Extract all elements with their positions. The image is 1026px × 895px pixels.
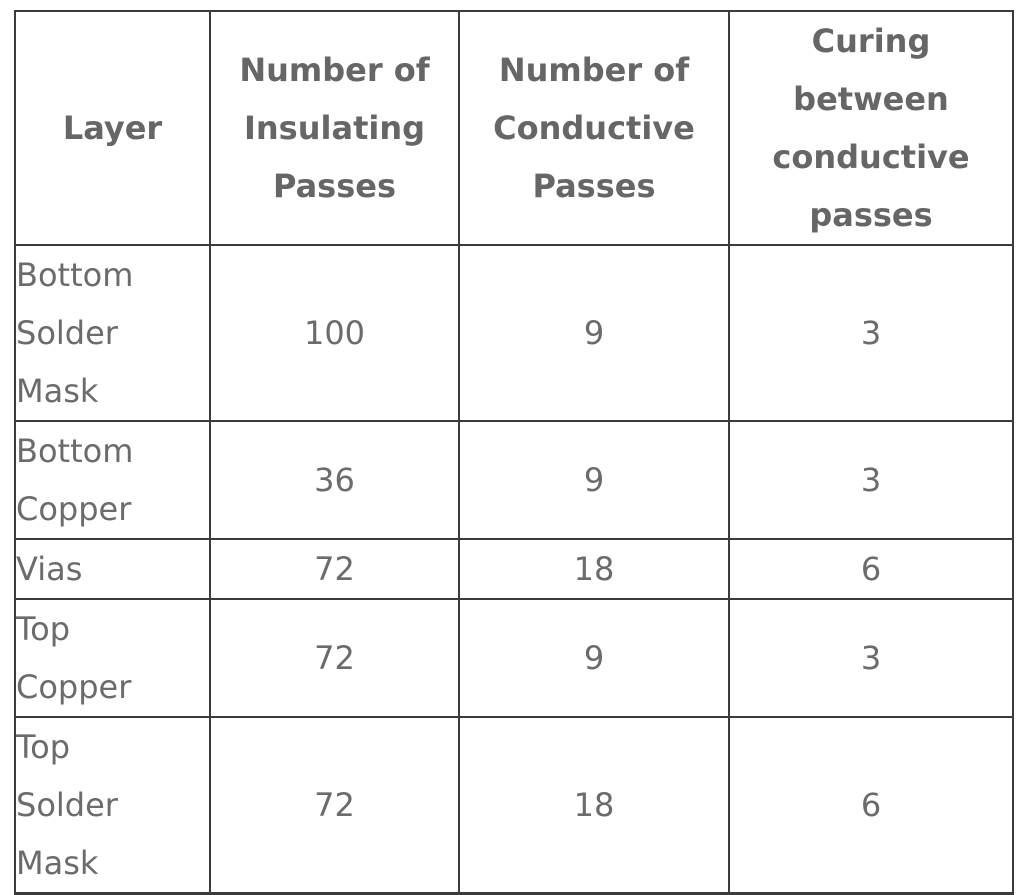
cell-curing-between: 3 (728, 598, 1014, 718)
cell-curing-between: 6 (728, 538, 1014, 600)
cell-insulating-passes: 100 (209, 244, 460, 422)
cell-curing-between: 3 (728, 420, 1014, 540)
column-header-curing-between: Curing between conductive passes (728, 10, 1014, 246)
cell-curing-between: 3 (728, 244, 1014, 422)
cell-layer: Top Solder Mask (14, 716, 211, 895)
cell-layer: Bottom Copper (14, 420, 211, 540)
cell-insulating-passes: 72 (209, 598, 460, 718)
column-header-layer: Layer (14, 10, 211, 246)
cell-conductive-passes: 9 (458, 420, 730, 540)
cell-layer: Vias (14, 538, 211, 600)
table-row: Vias 72 18 6 (14, 538, 1014, 600)
cell-insulating-passes: 72 (209, 538, 460, 600)
cell-insulating-passes: 72 (209, 716, 460, 895)
cell-conductive-passes: 18 (458, 538, 730, 600)
cell-conductive-passes: 9 (458, 244, 730, 422)
cell-layer: Top Copper (14, 598, 211, 718)
cell-conductive-passes: 18 (458, 716, 730, 895)
column-header-insulating-passes: Number of Insulating Passes (209, 10, 460, 246)
table-row: Bottom Copper 36 9 3 (14, 420, 1014, 540)
cell-insulating-passes: 36 (209, 420, 460, 540)
table-row: Top Solder Mask 72 18 6 (14, 716, 1014, 895)
print-process-table-container: Layer Number of Insulating Passes Number… (14, 10, 1014, 895)
table-row: Bottom Solder Mask 100 9 3 (14, 244, 1014, 422)
layers-table: Layer Number of Insulating Passes Number… (14, 10, 1014, 895)
column-header-conductive-passes: Number of Conductive Passes (458, 10, 730, 246)
cell-layer: Bottom Solder Mask (14, 244, 211, 422)
cell-conductive-passes: 9 (458, 598, 730, 718)
header-row: Layer Number of Insulating Passes Number… (14, 10, 1014, 246)
cell-curing-between: 6 (728, 716, 1014, 895)
table-row: Top Copper 72 9 3 (14, 598, 1014, 718)
